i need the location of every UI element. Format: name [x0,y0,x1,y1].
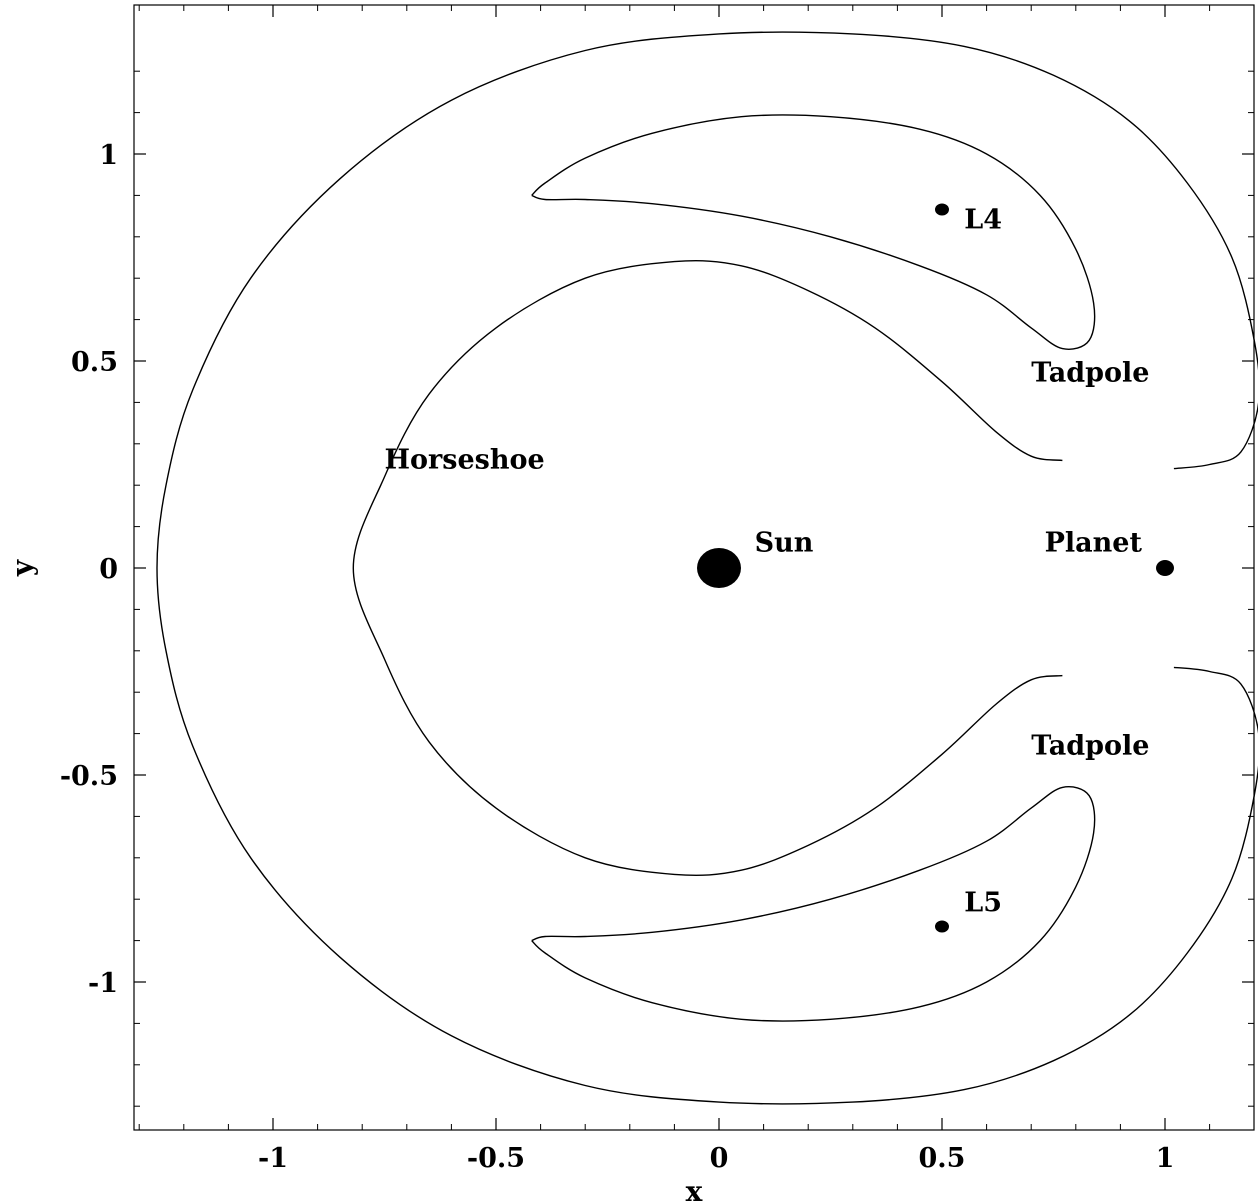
planet-label: Planet [1045,527,1143,558]
x-tick-label: 1 [1156,1143,1175,1174]
x-tick-label: 0.5 [919,1143,966,1174]
contour-line-2 [352,260,1063,876]
l5-label: L5 [964,888,1002,919]
y-tick-label: 1 [99,140,118,171]
tadpole-upper-label: Tadpole [1031,358,1149,389]
l4-label: L4 [964,205,1002,236]
contour-line-4 [531,786,1096,1022]
y-tick-label: -1 [88,968,118,999]
tadpole-lower-label: Tadpole [1031,730,1149,761]
contour-lines [156,31,1258,1105]
axis-ticks: -1 -0.5 0 0.5 1 1 0.5 0 -0.5 -1 [60,5,1254,1174]
horseshoe-label: Horseshoe [385,445,545,476]
marker-points [697,203,1174,933]
planet-point [1156,560,1174,576]
x-axis-title: x [686,1175,703,1203]
l4-point [935,203,949,216]
contour-line-1 [156,31,1258,1105]
y-tick-label: 0 [99,554,118,585]
contour-line-3 [531,114,1096,350]
y-tick-label: 0.5 [71,347,118,378]
sun-point [697,548,741,588]
sun-label: Sun [755,527,814,558]
x-tick-label: 0 [710,1143,729,1174]
y-tick-label: -0.5 [60,761,118,792]
annotations: Sun Planet L4 L5 Tadpole Tadpole Horseshoe [385,205,1150,919]
x-tick-label: -0.5 [467,1143,525,1174]
x-tick-label: -1 [258,1143,288,1174]
plot-frame [133,4,1255,1131]
l5-point [935,920,949,933]
y-axis-title: y [6,559,39,577]
